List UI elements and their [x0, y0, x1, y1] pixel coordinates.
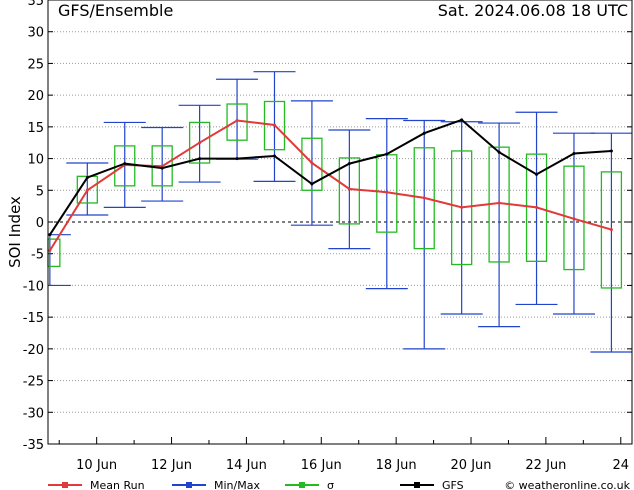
gfs-point	[48, 233, 52, 237]
legend-label: σ	[327, 479, 334, 490]
mean-run-point	[497, 201, 501, 205]
y-tick-label: 35	[27, 0, 44, 9]
y-tick-label: 10	[27, 153, 44, 168]
y-tick-label: 15	[27, 121, 44, 136]
y-tick-label: -25	[23, 375, 44, 390]
gfs-point	[235, 157, 239, 161]
y-tick-label: -20	[23, 343, 44, 358]
chart-title: GFS/Ensemble	[58, 1, 173, 20]
gfs-point	[198, 157, 202, 161]
x-tick-label: 22 Jun	[525, 458, 566, 473]
y-tick-label: -30	[23, 406, 44, 421]
y-tick-label: 5	[36, 184, 44, 199]
sigma-box	[263, 100, 286, 151]
x-tick-label: 18 Jun	[376, 458, 417, 473]
mean-run-point	[572, 217, 576, 221]
x-tick-label: 20 Jun	[451, 458, 492, 473]
sigma-box	[451, 150, 473, 266]
sigma-box	[188, 121, 211, 164]
mean-run-point	[609, 228, 613, 232]
gfs-point	[572, 151, 576, 155]
gfs-point	[123, 162, 127, 166]
x-tick-label: 10 Jun	[76, 458, 117, 473]
y-tick-label: -35	[23, 438, 44, 453]
y-tick-label: -5	[31, 248, 44, 263]
gfs-point	[497, 150, 501, 154]
y-axis: -35 -30 -25 -20 -15 -10 -5 0 5 10 15 20 25 30 35	[23, 0, 632, 453]
x-tick-label: 12 Jun	[151, 458, 192, 473]
mean-run-point	[385, 190, 389, 194]
mean-run-point	[85, 188, 89, 192]
gfs-point	[272, 154, 276, 158]
legend-label: Min/Max	[214, 479, 260, 490]
mean-run-point	[235, 119, 239, 123]
gfs-point	[85, 176, 89, 180]
gfs-point	[160, 166, 164, 170]
sigma-box	[301, 137, 323, 191]
mean-run-point	[347, 187, 351, 191]
plot-frame	[47, 0, 633, 445]
sigma-box	[563, 165, 585, 271]
legend-label: GFS	[442, 479, 464, 490]
x-tick-label: 16 Jun	[301, 458, 342, 473]
mean-run-point	[48, 249, 52, 253]
x-tick-label: 24	[612, 458, 629, 473]
credit-text: © weatheronline.co.uk	[504, 479, 630, 490]
legend-marker	[62, 482, 68, 488]
gfs-point	[347, 162, 351, 166]
gfs-point	[609, 149, 613, 153]
sigma-box	[525, 153, 548, 262]
mean-run-point	[535, 205, 539, 209]
legend: Mean Run Min/Max σ GFS	[48, 479, 464, 490]
y-tick-label: 30	[27, 26, 44, 41]
gfs-line	[49, 118, 612, 236]
chart-datetime: Sat. 2024.06.08 18 UTC	[438, 1, 628, 20]
sigma-box	[600, 171, 623, 289]
gfs-point	[310, 182, 314, 186]
gfs-point	[535, 172, 539, 176]
x-tick-label: 14 Jun	[226, 458, 267, 473]
sigma-box	[338, 157, 361, 225]
y-tick-label: -15	[23, 311, 44, 326]
plot-series	[47, 71, 632, 353]
y-tick-label: 20	[27, 89, 44, 104]
legend-marker	[299, 482, 305, 488]
y-tick-label: 0	[36, 216, 44, 231]
y-tick-label: 25	[27, 57, 44, 72]
x-axis: 10 Jun 12 Jun 14 Jun 16 Jun 18 Jun 20 Jun 22 J…	[58, 437, 629, 473]
gfs-point	[460, 118, 464, 122]
y-tick-label: -10	[23, 279, 44, 294]
mean-run-point	[198, 141, 202, 145]
legend-marker	[186, 482, 192, 488]
sigma-box	[413, 147, 435, 250]
mean-run-point	[422, 196, 426, 200]
mean-run-point	[272, 123, 276, 127]
gfs-point	[422, 131, 426, 135]
mean-run-point	[310, 161, 314, 165]
legend-label: Mean Run	[90, 479, 145, 490]
legend-marker	[414, 482, 420, 488]
gfs-point	[385, 152, 389, 156]
y-axis-label: SOI Index	[6, 196, 24, 268]
mean-run-point	[460, 205, 464, 209]
